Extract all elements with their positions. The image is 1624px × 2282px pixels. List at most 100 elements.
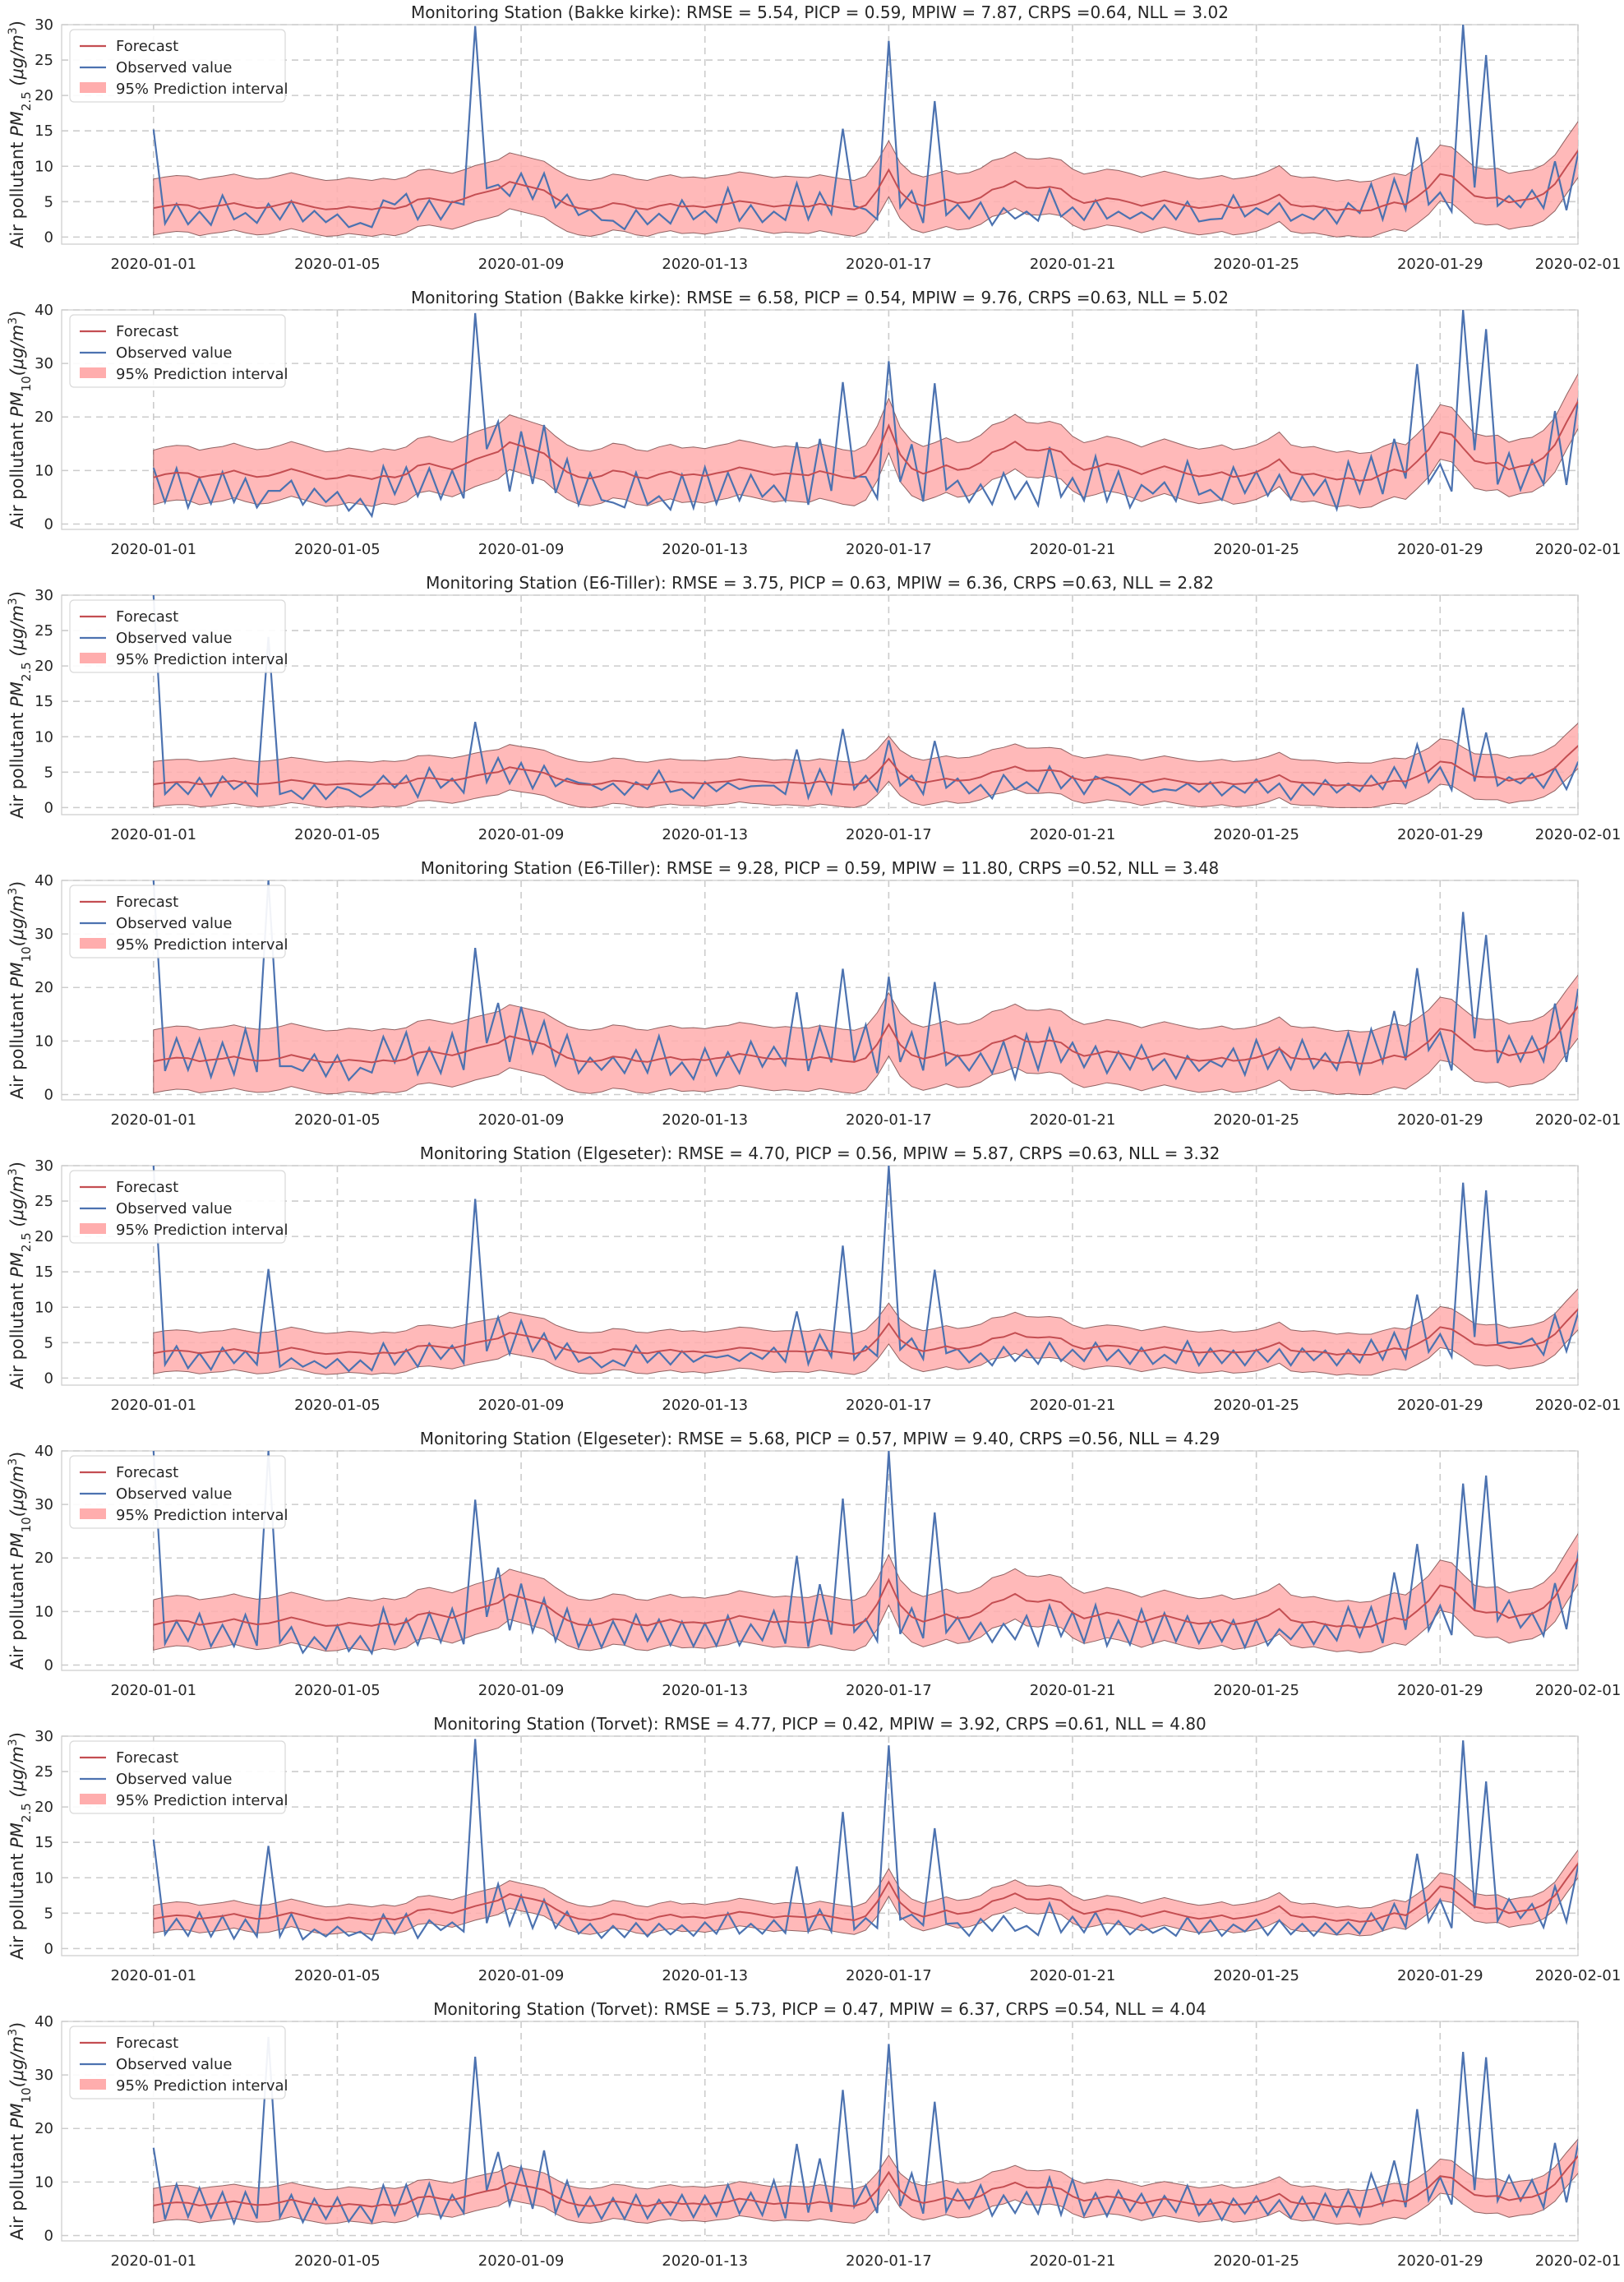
y-tick-label: 30: [35, 587, 53, 604]
panel-title: Monitoring Station (Torvet): RMSE = 5.73…: [433, 1999, 1206, 2019]
prediction-interval-band: [153, 974, 1578, 1096]
legend-interval-swatch: [80, 938, 106, 949]
y-tick-label: 0: [44, 229, 53, 246]
x-tick-label: 2020-02-01: [1535, 541, 1622, 558]
x-tick-label: 2020-01-13: [662, 2252, 748, 2270]
y-tick-label: 40: [35, 1443, 53, 1460]
prediction-interval-band: [153, 373, 1578, 509]
x-tick-label: 2020-02-01: [1535, 1682, 1622, 1699]
x-tick-label: 2020-01-17: [846, 1397, 932, 1414]
legend-observed-label: Observed value: [116, 1200, 233, 1217]
y-tick-label: 0: [44, 799, 53, 816]
prediction-interval-band: [153, 1532, 1578, 1654]
legend-interval-label: 95% Prediction interval: [116, 1222, 288, 1239]
chart-panel-5: 2020-01-01 2020-01-05 2020-01-09 2020-01-13…: [7, 1143, 1621, 1414]
x-tick-label: 2020-01-05: [294, 1397, 381, 1414]
y-tick-label: 10: [35, 1603, 53, 1620]
legend-forecast-label: Forecast: [116, 1464, 178, 1481]
y-tick-label: 25: [35, 1763, 53, 1781]
panel-title: Monitoring Station (Bakke kirke): RMSE =…: [411, 2, 1229, 22]
legend-observed-label: Observed value: [116, 344, 233, 362]
x-tick-label: 2020-01-09: [478, 541, 565, 558]
x-tick-label: 2020-01-13: [662, 1397, 748, 1414]
legend: Forecast Observed value 95% Prediction int…: [69, 599, 288, 673]
x-tick-label: 2020-01-05: [294, 541, 381, 558]
y-tick-label: 5: [44, 193, 53, 210]
x-tick-label: 2020-01-29: [1397, 1397, 1483, 1414]
x-tick-label: 2020-01-05: [294, 256, 381, 273]
forecast-series-line: [153, 745, 1578, 787]
observed-series-line: [152, 25, 1578, 231]
x-tick-label: 2020-01-05: [294, 1967, 381, 1984]
x-tick-label: 2020-01-21: [1030, 1397, 1116, 1414]
chart-panel-3: 2020-01-01 2020-01-05 2020-01-09 2020-01-13…: [7, 573, 1621, 843]
x-tick-label: 2020-01-21: [1030, 2252, 1116, 2270]
y-tick-label: 20: [35, 1799, 53, 1816]
x-tick-label: 2020-01-01: [111, 1397, 197, 1414]
y-tick-label: 10: [35, 462, 53, 479]
y-tick-label: 0: [44, 1370, 53, 1387]
y-tick-label: 20: [35, 2120, 53, 2137]
x-tick-label: 2020-02-01: [1535, 256, 1622, 273]
y-tick-label: 40: [35, 872, 53, 889]
legend-forecast-label: Forecast: [116, 1179, 178, 1196]
forecast-series-line: [153, 1862, 1578, 1923]
x-tick-label: 2020-01-09: [478, 1111, 565, 1129]
x-tick-label: 2020-01-17: [846, 1682, 932, 1699]
x-tick-label: 2020-01-01: [111, 541, 197, 558]
legend-observed-label: Observed value: [116, 630, 233, 647]
observed-series-line: [152, 310, 1578, 519]
legend-box: [69, 1740, 286, 1814]
y-tick-label: 30: [35, 2067, 53, 2084]
x-tick-label: 2020-01-09: [478, 1967, 565, 1984]
x-tick-label: 2020-01-05: [294, 1682, 381, 1699]
x-tick-label: 2020-01-25: [1213, 1682, 1299, 1699]
x-tick-label: 2020-01-21: [1030, 541, 1116, 558]
legend-interval-swatch: [80, 1223, 106, 1234]
legend-interval-swatch: [80, 82, 106, 93]
x-tick-label: 2020-01-21: [1030, 1682, 1116, 1699]
x-tick-label: 2020-01-25: [1213, 541, 1299, 558]
y-tick-label: 0: [44, 1086, 53, 1103]
x-tick-label: 2020-01-09: [478, 1397, 565, 1414]
legend-forecast-label: Forecast: [116, 1749, 178, 1767]
y-tick-label: 30: [35, 1157, 53, 1175]
legend-interval-swatch: [80, 653, 106, 663]
x-tick-label: 2020-01-13: [662, 541, 748, 558]
x-tick-label: 2020-01-01: [111, 1111, 197, 1129]
x-tick-label: 2020-02-01: [1535, 826, 1622, 843]
y-tick-label: 30: [35, 16, 53, 34]
observed-series-line: [152, 2036, 1578, 2226]
y-tick-label: 25: [35, 622, 53, 640]
x-tick-label: 2020-01-25: [1213, 826, 1299, 843]
chart-panel-1: 2020-01-01 2020-01-05 2020-01-09 2020-01-13…: [7, 2, 1621, 273]
y-tick-label: 30: [35, 926, 53, 943]
legend-box: [69, 885, 286, 959]
legend: Forecast Observed value 95% Prediction int…: [69, 1170, 288, 1244]
forecast-series-line: [153, 1557, 1578, 1628]
legend: Forecast Observed value 95% Prediction int…: [69, 1455, 288, 1529]
x-tick-label: 2020-01-09: [478, 2252, 565, 2270]
legend-interval-swatch: [80, 367, 106, 378]
legend-observed-label: Observed value: [116, 2056, 233, 2073]
y-tick-label: 40: [35, 2013, 53, 2030]
panel-title: Monitoring Station (Torvet): RMSE = 4.77…: [433, 1714, 1206, 1734]
y-axis-label: Air pollutant PM2.5 (μg/m3): [7, 1162, 34, 1389]
x-tick-label: 2020-01-25: [1213, 2252, 1299, 2270]
x-tick-label: 2020-01-13: [662, 256, 748, 273]
x-tick-label: 2020-01-01: [111, 1967, 197, 1984]
forecast-series-line: [153, 1005, 1578, 1065]
legend-box: [69, 314, 286, 388]
legend: Forecast Observed value 95% Prediction int…: [69, 885, 288, 959]
legend-box: [69, 599, 286, 673]
y-tick-label: 25: [35, 52, 53, 69]
legend-box: [69, 1455, 286, 1529]
panel-title: Monitoring Station (Elgeseter): RMSE = 4…: [420, 1143, 1220, 1163]
legend-interval-label: 95% Prediction interval: [116, 81, 288, 98]
legend-box: [69, 2026, 286, 2100]
y-axis-label: Air pollutant PM2.5 (μg/m3): [7, 21, 34, 248]
observed-series-line: [152, 1166, 1578, 1373]
x-tick-label: 2020-01-09: [478, 1682, 565, 1699]
x-tick-label: 2020-01-29: [1397, 1967, 1483, 1984]
